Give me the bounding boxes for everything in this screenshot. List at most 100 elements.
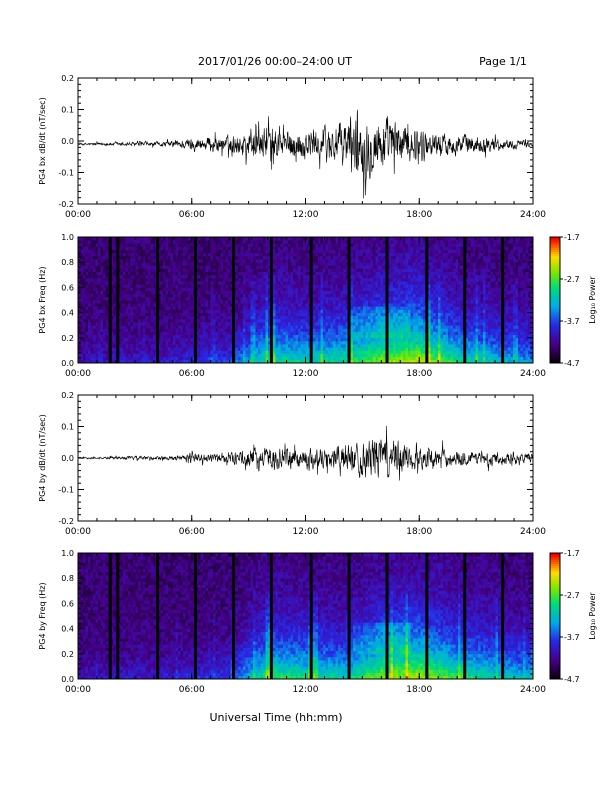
spectrogram-cell <box>121 294 124 298</box>
spectrogram-cell <box>148 328 151 332</box>
spectrogram-cell <box>246 287 249 291</box>
spectrogram-cell <box>253 256 256 260</box>
spectrogram-cell <box>103 344 106 348</box>
spectrogram-cell <box>151 278 154 282</box>
spectrogram-cell <box>333 269 336 273</box>
spectrogram-cell <box>373 287 376 291</box>
spectrogram-cell <box>298 237 301 241</box>
spectrogram-cell <box>128 341 131 345</box>
spectrogram-cell <box>303 328 306 332</box>
spectrogram-cell <box>91 256 94 260</box>
spectrogram-cell <box>298 338 301 342</box>
spectrogram-cell <box>133 278 136 282</box>
spectrogram-cell <box>273 262 276 266</box>
spectrogram-cell <box>263 250 266 254</box>
spectrogram-cell <box>336 291 339 295</box>
spectrogram-cell <box>83 306 86 310</box>
spectrogram-cell <box>273 246 276 250</box>
spectrogram-cell <box>113 272 116 276</box>
spectrogram-cell <box>201 284 204 288</box>
spectrogram-cell <box>81 313 84 317</box>
spectrogram-cell <box>93 240 96 244</box>
spectrogram-cell <box>191 335 194 339</box>
spectrogram-cell <box>216 316 219 320</box>
spectrogram-cell <box>276 338 279 342</box>
spectrogram-cell <box>208 281 211 285</box>
spectrogram-cell <box>376 354 379 358</box>
spectrogram-cell <box>201 338 204 342</box>
spectrogram-cell <box>273 250 276 254</box>
spectrogram-cell <box>256 275 259 279</box>
spectrogram-cell <box>341 344 344 348</box>
spectrogram-cell <box>131 265 134 269</box>
spectrogram-cell <box>223 237 226 241</box>
spectrogram-cell <box>306 354 309 358</box>
spectrogram-cell <box>86 240 89 244</box>
spectrogram-cell <box>188 275 191 279</box>
spectrogram-cell <box>223 259 226 263</box>
spectrogram-cell <box>96 300 99 304</box>
spectrogram-cell <box>88 275 91 279</box>
spectrogram-cell <box>281 300 284 304</box>
spectrogram-cell <box>173 269 176 273</box>
spectrogram-cell <box>153 291 156 295</box>
spectrogram-cell <box>126 306 129 310</box>
spectrogram-cell <box>263 269 266 273</box>
spectrogram-cell <box>206 322 209 326</box>
spectrogram-cell <box>168 237 171 241</box>
spectrogram-cell <box>163 344 166 348</box>
spectrogram-cell <box>258 347 261 351</box>
spectrogram-cell <box>221 341 224 345</box>
spectrogram-cell <box>146 332 149 336</box>
spectrogram-cell <box>368 291 371 295</box>
spectrogram-cell <box>178 338 181 342</box>
spectrogram-cell <box>163 262 166 266</box>
spectrogram-cell <box>216 335 219 339</box>
spectrogram-cell <box>378 306 381 310</box>
spectrogram-cell <box>151 265 154 269</box>
spectrogram-cell <box>121 262 124 266</box>
spectrogram-cell <box>286 284 289 288</box>
spectrogram-cell <box>358 278 361 282</box>
spectrogram-cell <box>378 357 381 361</box>
spectrogram-cell <box>323 291 326 295</box>
spectrogram-cell <box>228 265 231 269</box>
spectrogram-cell <box>91 303 94 307</box>
spectrogram-cell <box>263 313 266 317</box>
spectrogram-cell <box>331 281 334 285</box>
spectrogram-cell <box>86 291 89 295</box>
spectrogram-cell <box>316 240 319 244</box>
spectrogram-cell <box>211 246 214 250</box>
spectrogram-cell <box>123 243 126 247</box>
spectrogram-cell <box>131 325 134 329</box>
spectrogram-cell <box>371 338 374 342</box>
spectrogram-cell <box>261 253 264 257</box>
spectrogram-cell <box>86 284 89 288</box>
spectrogram-cell <box>143 259 146 263</box>
spectrogram-cell <box>188 357 191 361</box>
spectrogram-cell <box>238 322 241 326</box>
spectrogram-cell <box>103 322 106 326</box>
spectrogram-cell <box>178 281 181 285</box>
spectrogram-cell <box>261 325 264 329</box>
spectrogram-cell <box>248 269 251 273</box>
spectrogram-cell <box>121 256 124 260</box>
spectrogram-cell <box>83 246 86 250</box>
spectrogram-cell <box>168 275 171 279</box>
spectrogram-cell <box>83 303 86 307</box>
spectrogram-cell <box>326 294 329 298</box>
spectrogram-cell <box>161 306 164 310</box>
spectrogram-cell <box>126 265 129 269</box>
spectrogram-cell <box>336 237 339 241</box>
spectrogram-cell <box>351 313 354 317</box>
spectrogram-cell <box>283 332 286 336</box>
spectrogram-cell <box>316 332 319 336</box>
spectrogram-cell <box>138 287 141 291</box>
spectrogram-cell <box>221 256 224 260</box>
spectrogram-cell <box>331 259 334 263</box>
spectrogram-cell <box>338 332 341 336</box>
spectrogram-cell <box>163 250 166 254</box>
spectrogram-cell <box>253 243 256 247</box>
spectrogram-cell <box>208 265 211 269</box>
spectrogram-cell <box>366 237 369 241</box>
